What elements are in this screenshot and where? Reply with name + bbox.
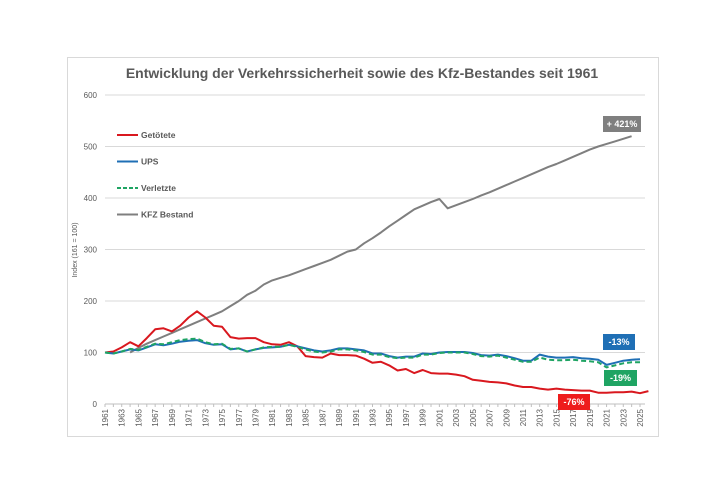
- x-tick-label: 1987: [318, 408, 327, 426]
- legend-label: UPS: [141, 157, 159, 167]
- y-tick-label: 600: [84, 91, 98, 100]
- y-tick-label: 100: [84, 349, 98, 358]
- x-tick-label: 1985: [302, 408, 311, 426]
- x-tick-label: 2009: [502, 408, 511, 426]
- x-tick-label: 1989: [335, 408, 344, 426]
- x-tick-label: 1977: [235, 408, 244, 426]
- legend-label: Getötete: [141, 130, 176, 140]
- legend-label: Verletzte: [141, 183, 176, 193]
- x-tick-label: 1967: [151, 408, 160, 426]
- x-tick-label: 1963: [118, 408, 127, 426]
- x-tick-label: 2023: [619, 408, 628, 426]
- series-line-getötete: [104, 310, 649, 395]
- x-tick-label: 2011: [519, 408, 528, 426]
- x-tick-label: 1961: [101, 408, 110, 426]
- x-tick-label: 1997: [402, 408, 411, 426]
- series-line-ups: [104, 339, 641, 366]
- x-tick-label: 2015: [552, 408, 561, 426]
- x-tick-label: 1993: [369, 408, 378, 426]
- x-tick-label: 2001: [435, 408, 444, 426]
- x-tick-label: 1973: [201, 408, 210, 426]
- x-tick-label: 2025: [636, 408, 645, 426]
- annotation-box: [604, 370, 637, 386]
- chart-frame: [67, 57, 659, 437]
- chart-title: Entwicklung der Verkehrssicherheit sowie…: [126, 65, 599, 81]
- x-tick-label: 2003: [452, 408, 461, 426]
- x-tick-label: 1995: [385, 408, 394, 426]
- y-tick-label: 200: [84, 297, 98, 306]
- legend-label: KFZ Bestand: [141, 210, 193, 220]
- annotation-label: -76%: [563, 397, 584, 407]
- x-tick-label: 1983: [285, 408, 294, 426]
- x-tick-label: 1965: [134, 408, 143, 426]
- x-tick-label: 1971: [185, 408, 194, 426]
- annotation-box: [558, 394, 590, 410]
- x-tick-label: 2017: [569, 408, 578, 426]
- x-tick-label: 2019: [586, 408, 595, 426]
- y-tick-label: 500: [84, 143, 98, 152]
- x-tick-label: 2021: [603, 408, 612, 426]
- series-line-kfz-bestand: [129, 135, 632, 354]
- x-tick-label: 1991: [352, 408, 361, 426]
- y-tick-label: 300: [84, 246, 98, 255]
- series-line-verletzte: [104, 337, 640, 369]
- annotation-label: -19%: [610, 373, 631, 383]
- x-tick-label: 2013: [536, 408, 545, 426]
- x-tick-label: 1969: [168, 408, 177, 426]
- annotation-box: [603, 334, 635, 350]
- annotation-label: -13%: [608, 337, 629, 347]
- y-tick-label: 400: [84, 194, 98, 203]
- x-tick-label: 1999: [419, 408, 428, 426]
- x-tick-label: 1979: [251, 408, 260, 426]
- x-tick-label: 2007: [486, 408, 495, 426]
- x-tick-label: 1981: [268, 408, 277, 426]
- y-axis-label: Index (161 = 100): [72, 222, 79, 277]
- y-tick-label: 0: [93, 400, 98, 409]
- x-tick-label: 1975: [218, 408, 227, 426]
- annotation-box: [603, 116, 641, 132]
- annotation-label: + 421%: [607, 119, 638, 129]
- x-tick-label: 2005: [469, 408, 478, 426]
